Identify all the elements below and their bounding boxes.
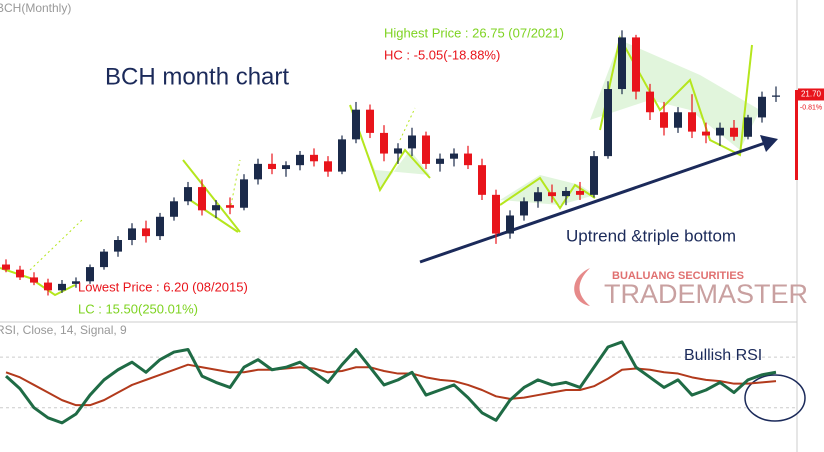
candle-body — [226, 205, 234, 208]
candle-body — [492, 194, 500, 234]
signal-line — [5, 363, 777, 407]
rsi-title: RSI, Close, 14, Signal, 9 — [0, 323, 127, 337]
rsi-line — [4, 340, 777, 425]
candle-body — [646, 91, 654, 113]
candle-body — [198, 187, 206, 211]
candle-body — [240, 179, 248, 208]
candle-body — [156, 216, 164, 237]
candle-body — [394, 148, 402, 154]
candle-body — [86, 267, 94, 282]
candle-body — [618, 37, 626, 90]
candle-body — [170, 201, 178, 217]
candle-body — [562, 190, 570, 197]
candle-body — [268, 163, 276, 170]
logo-icon — [574, 268, 590, 306]
candle-body — [408, 135, 416, 149]
candle-body — [576, 190, 584, 195]
watermark: TRADEMASTER — [604, 279, 808, 309]
price-tag-label: 21.70 — [801, 90, 822, 99]
candle-body — [506, 215, 514, 234]
annotation: Lowest Price : 6.20 (08/2015) — [78, 279, 248, 294]
candle-body — [100, 251, 108, 268]
projection-line — [29, 219, 83, 271]
candle-body — [688, 112, 696, 132]
candle-body — [772, 95, 780, 97]
candle-body — [604, 89, 612, 157]
candle-body — [142, 228, 150, 237]
candle-body — [58, 283, 66, 291]
candle-body — [758, 96, 766, 118]
annotation: Highest Price : 26.75 (07/2021) — [384, 25, 564, 40]
price-tag — [798, 88, 824, 101]
pattern-line — [182, 159, 241, 233]
trend-arrow — [419, 141, 766, 264]
candle-body — [702, 131, 710, 136]
candle-body — [30, 277, 38, 283]
candle-body — [744, 117, 752, 137]
candle-body — [310, 154, 318, 162]
candle-body — [632, 37, 640, 92]
candle-body — [2, 264, 10, 270]
candle-body — [380, 132, 388, 154]
candle-body — [730, 127, 738, 137]
candle-body — [422, 135, 430, 164]
annotation: LC : 15.50(250.01%) — [78, 301, 198, 316]
annotation: Uptrend &triple bottom — [566, 226, 736, 245]
pattern-line — [499, 176, 596, 210]
candle-body — [674, 112, 682, 128]
candle-body — [366, 109, 374, 133]
candle-body — [352, 109, 360, 140]
chart-title: BCH(Monthly) — [0, 1, 71, 15]
candle-body — [324, 161, 332, 172]
highlight-ellipse — [744, 374, 806, 422]
candle-body — [548, 192, 556, 197]
change-label: -0.81% — [800, 104, 822, 111]
candle-body — [296, 154, 304, 166]
arrow-head — [760, 135, 778, 152]
candle-body — [520, 201, 528, 216]
candle-body — [16, 269, 24, 278]
candle-body — [338, 139, 346, 172]
candle-body — [660, 112, 668, 128]
candle-body — [254, 163, 262, 180]
candle-body — [282, 165, 290, 170]
candle-body — [436, 158, 444, 164]
candle-body — [464, 153, 472, 166]
candle-body — [534, 192, 542, 202]
candle-body — [114, 240, 122, 252]
candle-body — [128, 228, 136, 240]
candle-body — [212, 205, 220, 211]
annotation: Bullish RSI — [684, 347, 762, 364]
candle-body — [590, 156, 598, 195]
candle-body — [478, 165, 486, 195]
scale-marker — [795, 90, 798, 180]
annotation: BCH month chart — [105, 63, 289, 90]
projection-line — [399, 107, 416, 141]
pattern-area — [350, 110, 430, 190]
watermark: BUALUANG SECURITIES — [612, 270, 744, 282]
candle-body — [44, 282, 52, 291]
annotation: HC : -5.05(-18.88%) — [384, 47, 500, 62]
candle-body — [72, 281, 80, 284]
candle-body — [184, 187, 192, 202]
candle-body — [450, 153, 458, 159]
projection-line — [229, 159, 241, 211]
candle-body — [716, 127, 724, 136]
pattern-line — [349, 104, 431, 193]
